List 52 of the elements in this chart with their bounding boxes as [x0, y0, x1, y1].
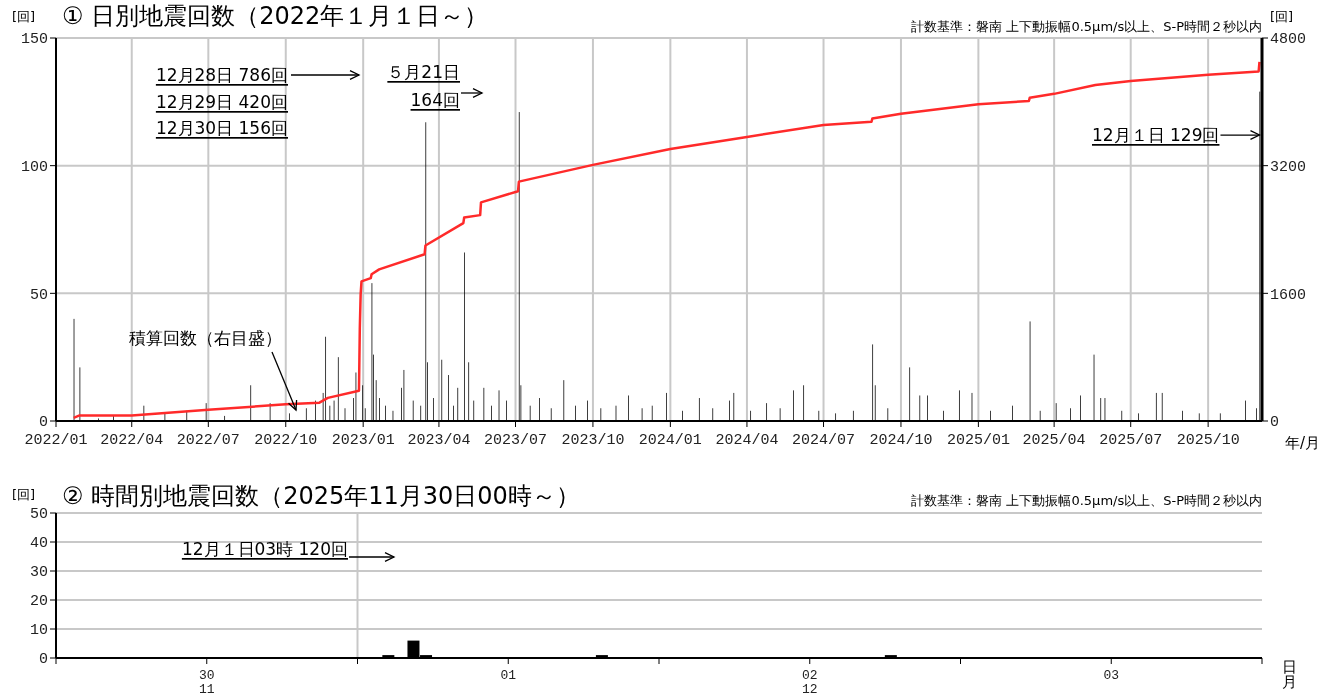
annotation: 164回	[410, 90, 460, 110]
annotation: 12月29日 420回	[155, 92, 288, 112]
chart-subtitle: 計数基準：磐南 上下動振幅0.5μm/s以上、S-P時間２秒以内	[911, 492, 1262, 510]
line-series	[72, 60, 1261, 420]
y-tick-label: 50	[29, 506, 48, 524]
x-tick-label: 03	[1103, 668, 1120, 683]
y-tick-label: 100	[20, 158, 48, 176]
x-tick-label: 2023/04	[407, 432, 471, 449]
x-tick-label: 02 12	[801, 668, 818, 697]
x-tick-label: 01	[500, 668, 517, 683]
x-tick-label: 2022/07	[176, 432, 240, 449]
x-tick-label: 2024/04	[715, 432, 779, 449]
x-tick-label: 2025/04	[1022, 432, 1086, 449]
x-tick-label: 2025/10	[1176, 432, 1240, 449]
annotation: 12月28日 786回	[155, 65, 288, 85]
y2-tick-label: 0	[1270, 414, 1280, 432]
y-tick-label: 30	[29, 564, 48, 582]
y2-axis-title: [回]	[1270, 8, 1294, 26]
y2-tick-label: 3200	[1270, 158, 1307, 176]
x-tick-label: 2023/10	[561, 432, 625, 449]
x-tick-label: 30 11	[198, 668, 215, 697]
y-tick-label: 20	[29, 593, 48, 611]
x-tick-label: 2022/10	[254, 432, 318, 449]
x-tick-label: 2024/10	[869, 432, 933, 449]
y-axis-title: [回]	[12, 486, 36, 504]
chart-title: ② 時間別地震回数（2025年11月30日00時～）	[62, 482, 580, 510]
annotation: ５月21日	[387, 62, 460, 82]
annotation: 12月１日03時 120回	[181, 539, 348, 559]
x-tick-label: 2022/04	[100, 432, 164, 449]
y-axis-title: [回]	[12, 8, 36, 26]
annotation: 12月30日 156回	[155, 118, 288, 138]
y-tick-label: 50	[29, 286, 48, 304]
annotation: 積算回数（右目盛）	[128, 328, 282, 348]
x-tick-label: 2025/01	[946, 432, 1010, 449]
y-tick-label: 0	[38, 414, 48, 432]
x-axis-title: 日月	[1282, 658, 1298, 691]
y-tick-label: 10	[29, 622, 48, 640]
y-tick-label: 40	[29, 535, 48, 553]
y2-tick-label: 4800	[1270, 31, 1307, 49]
x-tick-label: 2023/01	[331, 432, 395, 449]
x-tick-label: 2023/07	[484, 432, 548, 449]
chart-title: ① 日別地震回数（2022年１月１日～）	[62, 2, 489, 30]
y-tick-label: 150	[20, 31, 48, 49]
x-tick-label: 2022/01	[24, 432, 88, 449]
x-tick-label: 2024/07	[792, 432, 856, 449]
x-tick-label: 2025/07	[1099, 432, 1163, 449]
y2-tick-label: 1600	[1270, 286, 1307, 304]
chart-subtitle: 計数基準：磐南 上下動振幅0.5μm/s以上、S-P時間２秒以内	[911, 18, 1262, 36]
x-tick-label: 2024/01	[638, 432, 702, 449]
y-tick-label: 0	[38, 651, 48, 669]
annotation: 12月１日 129回	[1091, 125, 1220, 146]
x-axis-title: 年/月	[1285, 434, 1321, 452]
